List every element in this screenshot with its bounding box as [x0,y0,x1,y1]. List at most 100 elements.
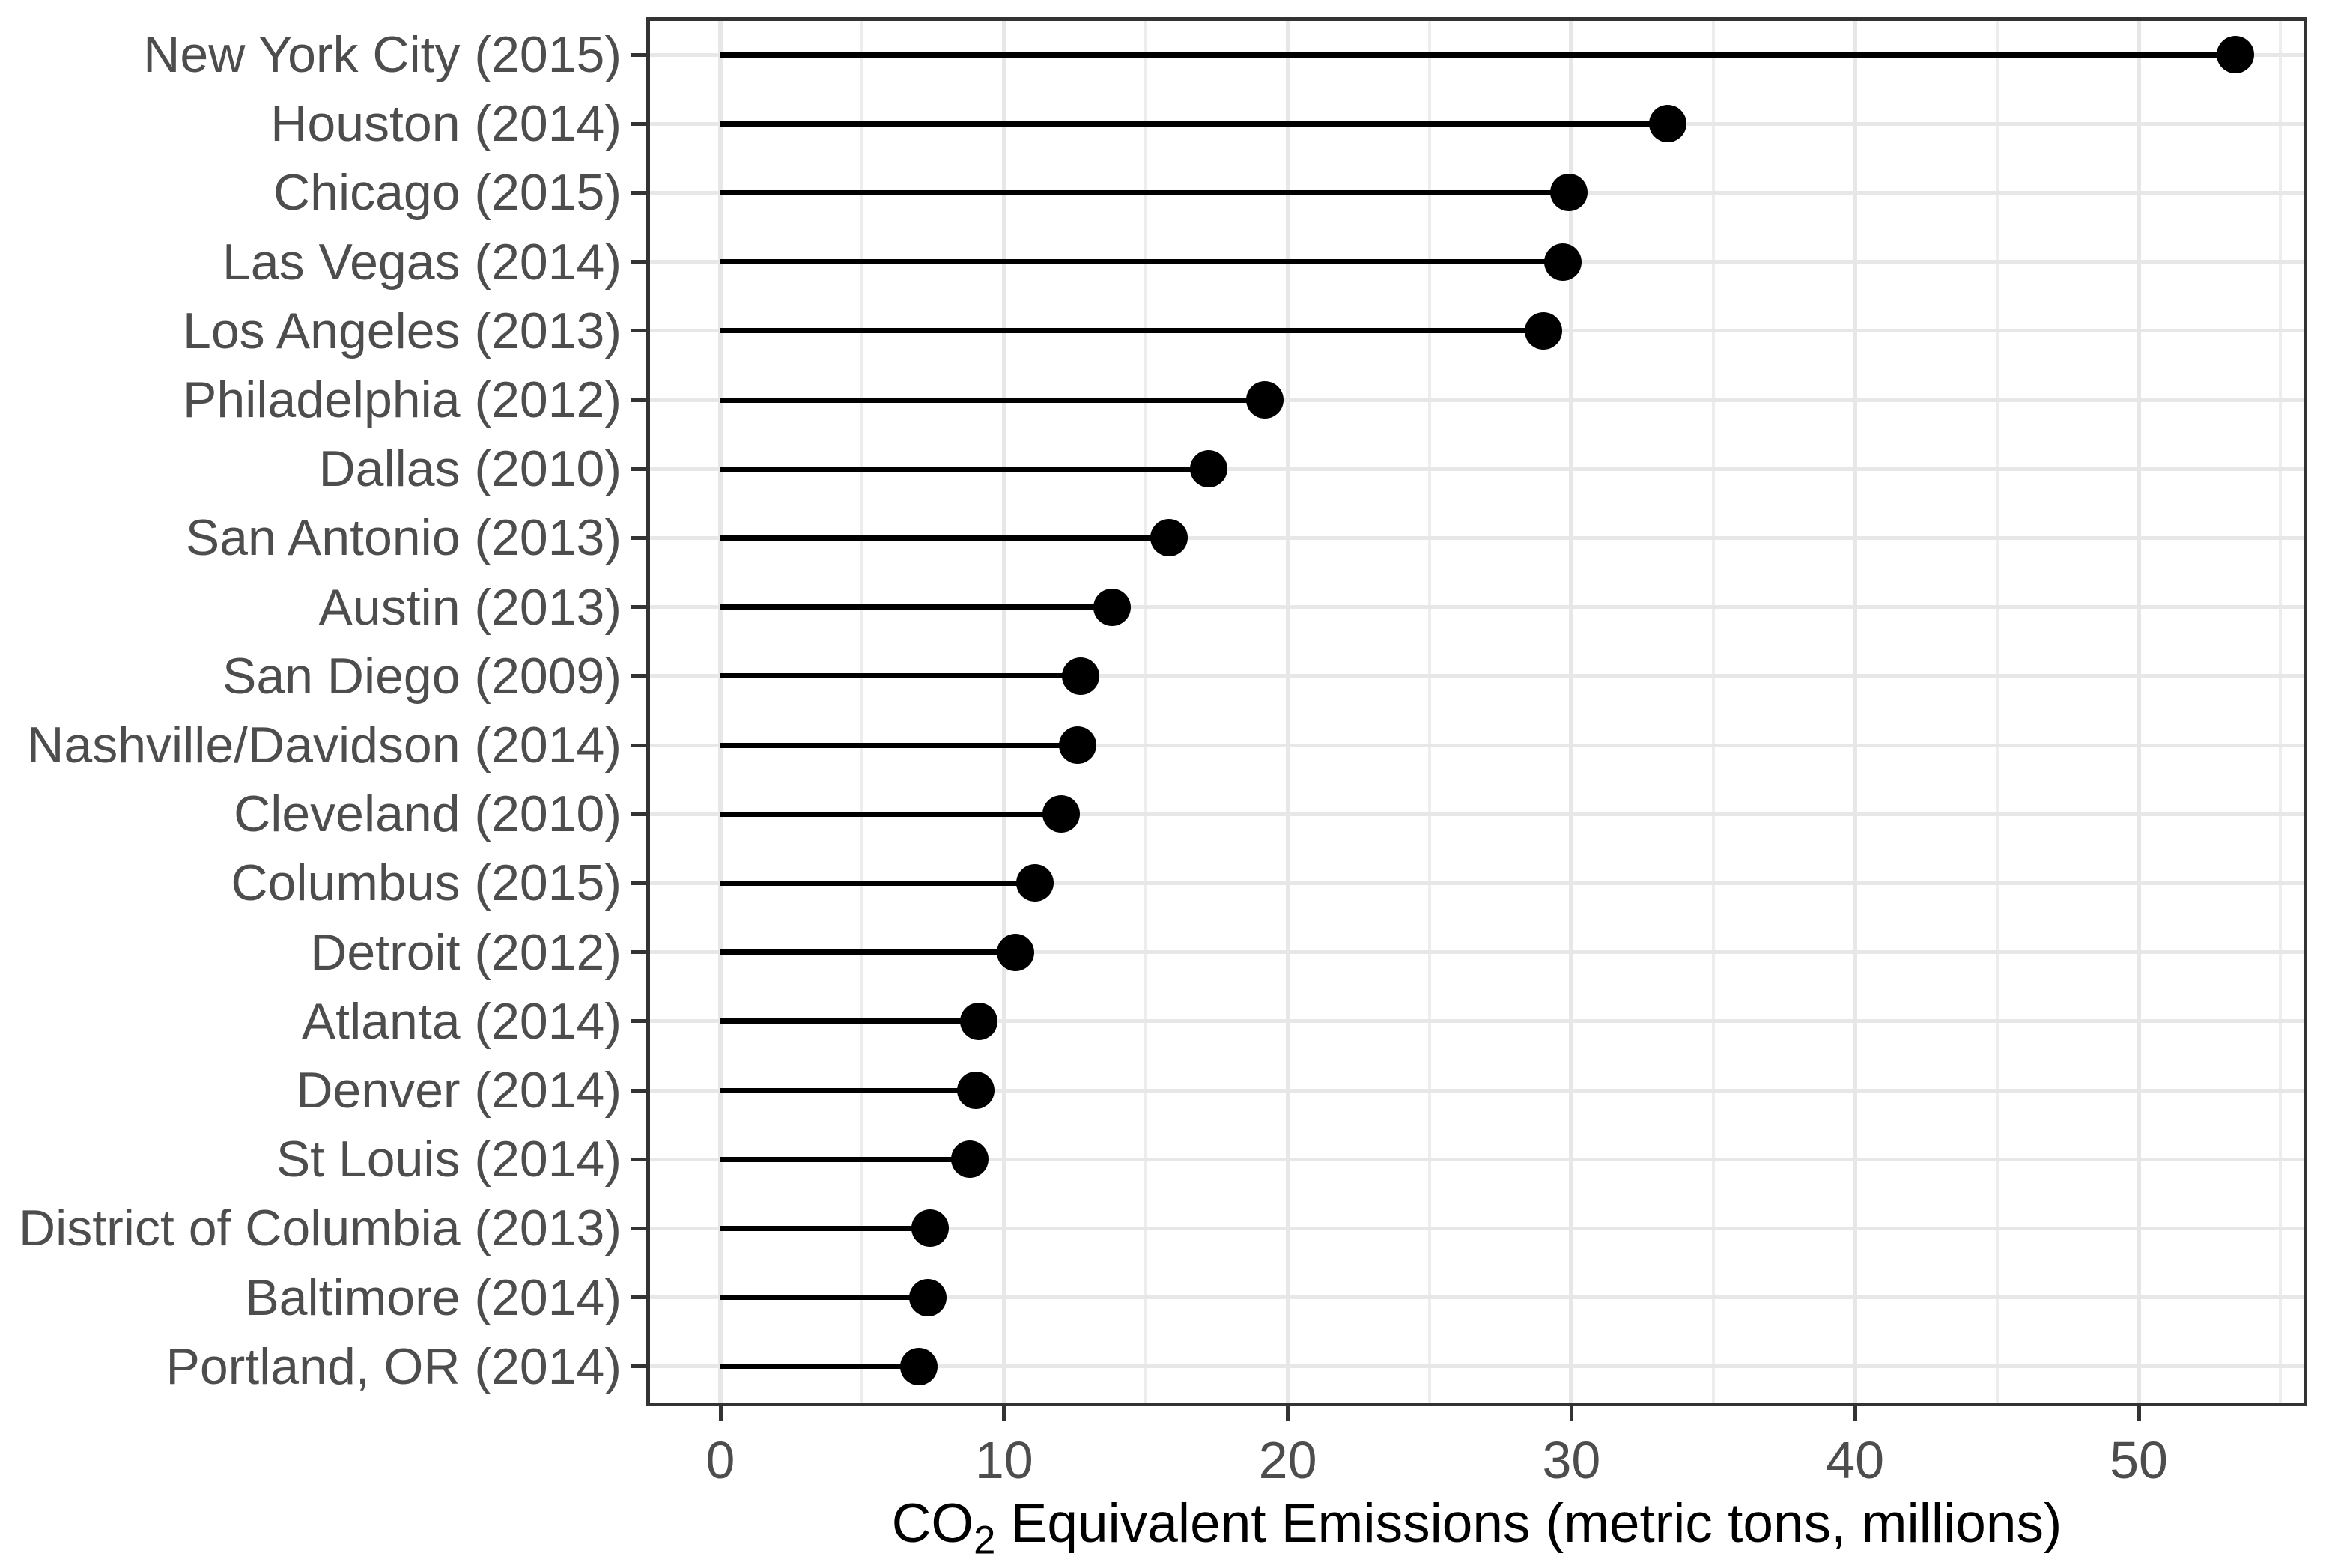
y-axis-tick-mark [631,467,646,471]
plot-panel [646,17,2307,1406]
lollipop-dot [1549,174,1588,212]
gridline-horizontal-row [650,535,2304,540]
y-axis-tick-mark [631,743,646,747]
x-axis-tick-mark [718,1406,723,1421]
lollipop-dot [1062,657,1100,695]
y-axis-tick-label: Philadelphia (2012) [183,371,622,428]
lollipop-stem [720,52,2235,58]
y-axis-tick-label: Atlanta (2014) [301,992,622,1050]
gridline-horizontal-row [650,1226,2304,1230]
y-axis-tick-label: District of Columbia (2013) [19,1200,622,1257]
y-axis-tick-mark [631,121,646,126]
lollipop-stem [720,189,1569,195]
y-axis-tick-label: Cleveland (2010) [234,785,622,843]
gridline-horizontal-row [650,743,2304,747]
lollipop-stem [720,121,1668,127]
gridline-horizontal-row [650,467,2304,471]
lollipop-stem [720,742,1078,748]
gridline-horizontal-row [650,1157,2304,1161]
lollipop-dot [1093,588,1131,626]
lollipop-stem [720,880,1036,886]
lollipop-stem [720,811,1061,817]
lollipop-dot [2216,36,2254,73]
lollipop-stem [720,397,1266,403]
x-axis-title-subscript: 2 [974,1518,996,1563]
lollipop-dot [1042,795,1080,833]
x-axis-tick-label: 0 [705,1431,735,1489]
y-axis-tick-mark [631,1226,646,1230]
lollipop-stem [720,673,1081,679]
gridline-vertical-major [1001,21,1006,1403]
y-axis-tick-mark [631,190,646,195]
lollipop-dot [1524,312,1562,350]
lollipop-stem [720,1225,931,1231]
y-axis-tick-label: San Antonio (2013) [185,509,622,567]
y-axis-tick-label: Houston (2014) [270,95,622,153]
gridline-horizontal-row [650,605,2304,610]
y-axis-tick-mark [631,535,646,540]
lollipop-stem [720,535,1169,541]
lollipop-dot [1059,726,1097,764]
lollipop-dot [908,1278,947,1316]
y-axis-tick-label: San Diego (2009) [222,647,622,705]
x-axis-tick-label: 10 [974,1431,1033,1489]
lollipop-stem [720,604,1112,610]
gridline-vertical-minor [1995,21,1999,1403]
x-axis-title: CO2 Equivalent Emissions (metric tons, m… [646,1486,2307,1561]
lollipop-stem [720,1156,971,1162]
x-axis-title-suffix: Equivalent Emissions (metric tons, milli… [995,1493,2062,1554]
y-axis-tick-label: Baltimore (2014) [245,1268,622,1326]
lollipop-stem [720,328,1543,334]
lollipop-stem [720,1364,920,1370]
y-axis-tick-mark [631,605,646,610]
gridline-horizontal-row [650,1295,2304,1300]
lollipop-stem [720,949,1015,955]
gridline-vertical-major [1853,21,1858,1403]
x-axis-tick-mark [2137,1406,2141,1421]
y-axis-tick-mark [631,1157,646,1161]
gridline-horizontal-row [650,881,2304,885]
gridline-vertical-major [2137,21,2141,1403]
x-axis-tick-mark [1002,1406,1006,1421]
gridline-vertical-minor [1144,21,1148,1403]
lollipop-stem [720,466,1209,472]
y-axis-tick-mark [631,881,646,885]
x-axis-tick-label: 40 [1826,1431,1885,1489]
gridline-vertical-minor [860,21,864,1403]
lollipop-dot [1649,105,1687,143]
y-axis-tick-mark [631,52,646,57]
lollipop-dot [996,933,1034,971]
gridline-horizontal-row [650,1364,2304,1369]
x-axis-tick-mark [1853,1406,1857,1421]
y-axis-tick-mark [631,1088,646,1093]
y-axis-tick-label: Denver (2014) [296,1062,622,1119]
lollipop-stem [720,1295,928,1301]
y-axis-tick-label: Los Angeles (2013) [183,302,622,359]
lollipop-dot [1150,519,1188,557]
lollipop-dot [951,1140,989,1179]
y-axis-tick-mark [631,812,646,816]
lollipop-dot [959,1002,997,1040]
gridline-horizontal-row [650,1019,2304,1024]
gridline-vertical-major [1569,21,1574,1403]
gridline-vertical-major [1285,21,1290,1403]
y-axis-tick-mark [631,329,646,333]
gridline-horizontal-row [650,950,2304,955]
y-axis-tick-label: St Louis (2014) [276,1131,622,1188]
y-axis-tick-mark [631,398,646,402]
y-axis-tick-label: Nashville/Davidson (2014) [27,717,622,774]
lollipop-stem [720,259,1564,265]
y-axis-tick-mark [631,1295,646,1300]
lollipop-dot [1246,381,1284,419]
lollipop-stem [720,1018,979,1024]
y-axis-tick-label: Austin (2013) [318,578,622,636]
y-axis-tick-mark [631,1364,646,1369]
gridline-vertical-major [718,21,723,1403]
y-axis-tick-mark [631,260,646,264]
y-axis-tick-label: Chicago (2015) [273,164,622,222]
lollipop-stem [720,1087,976,1093]
gridline-vertical-minor [2279,21,2283,1403]
lollipop-dot [911,1209,950,1248]
x-axis-tick-label: 50 [2110,1431,2168,1489]
